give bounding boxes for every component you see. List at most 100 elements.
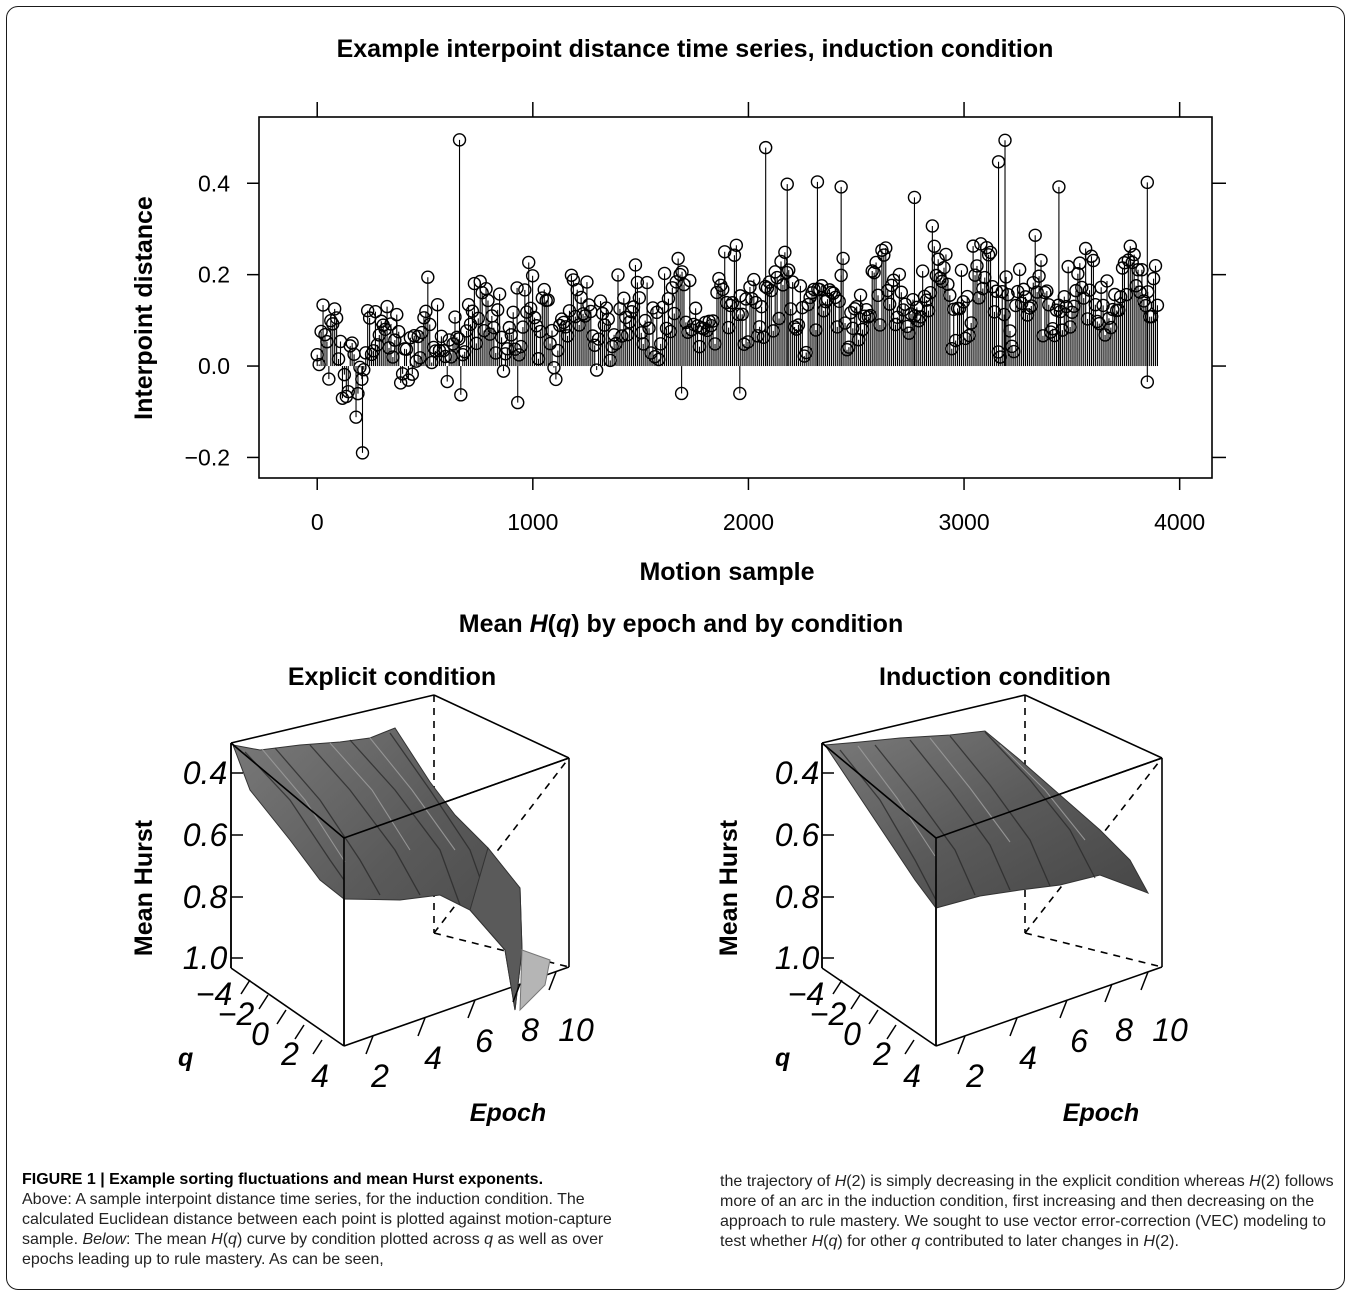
y-tick-label: 0.0 [198,353,230,379]
data-point [438,349,452,364]
data-point [638,313,652,328]
data-point [343,339,357,353]
q-tick [832,979,843,995]
epoch-tick-label: 4 [1019,1040,1037,1076]
data-point [683,273,697,288]
epoch-axis-label: Epoch [1063,1099,1139,1127]
data-point [939,247,953,262]
data-point [810,175,825,189]
data-point [1032,269,1046,283]
y-axis-label: Interpoint distance [130,196,158,420]
surface-ridge [874,744,976,896]
data-point [853,288,868,302]
q-tick [276,1009,287,1025]
data-point [657,266,672,281]
q-tick [850,994,861,1010]
epoch-tick-label: 8 [521,1012,539,1048]
q-tick-label: 0 [843,1016,861,1052]
box-edge [433,694,570,759]
data-point [718,245,732,259]
data-point [510,281,524,295]
y-tick-label: 0.4 [198,170,230,196]
q-axis-label: q [178,1044,193,1072]
data-point [846,321,860,336]
data-point [785,275,800,289]
x-axis-label: Motion sample [639,558,814,586]
data-point [419,304,433,319]
data-point [981,248,996,262]
data-point [937,260,951,275]
data-point [543,336,557,351]
surface-ridge [244,751,345,881]
box-edge-front [821,742,937,839]
surface-ridge [349,739,461,906]
epoch-tick-label: 10 [558,1012,594,1048]
surface-ridge [999,744,1086,841]
data-point [359,346,373,360]
data-point [733,386,747,401]
surface-ridge [857,745,936,857]
data-point [879,241,893,255]
data-point [553,318,567,333]
q-tick [258,994,269,1010]
epoch-tick-label: 6 [475,1023,493,1059]
q-tick-label: −2 [218,996,255,1032]
q-tick-label: 4 [903,1058,921,1094]
data-point [1040,284,1054,298]
data-point [807,282,821,297]
data-point [758,140,773,155]
data-point [970,259,984,273]
data-point [471,311,485,326]
data-point [1034,253,1048,267]
z-tick-label: 0.6 [183,817,228,853]
data-point [399,342,414,356]
data-point [628,258,643,272]
data-point [392,325,406,339]
epoch-tick-label: 2 [370,1058,389,1094]
q-tick [904,1039,915,1055]
data-point [894,285,909,299]
data-point [360,303,375,318]
data-point [1028,228,1042,242]
data-point [314,324,328,339]
box-edge-front [935,757,1163,839]
epoch-tick [512,983,521,1003]
x-tick-label: 2000 [723,509,774,535]
x-tick-label: 4000 [1154,509,1205,535]
data-series [310,133,1165,460]
data-point [492,287,507,301]
surface-ridge [329,742,411,851]
box-edge [1024,694,1163,759]
data-point [780,177,794,191]
data-point [481,293,495,308]
q-tick-label: −2 [810,996,847,1032]
x-tick-label: 0 [311,509,324,535]
epoch-tick [467,999,476,1019]
data-point [815,279,829,293]
data-point [522,255,536,270]
data-point [979,240,994,255]
z-axis-label: Mean Hurst [130,819,158,956]
data-point [440,374,454,389]
epoch-tick [1059,999,1068,1019]
data-point [907,190,922,205]
box-edge-hidden [433,757,570,934]
epoch-tick [548,971,557,991]
data-point [998,133,1012,148]
data-point [430,298,445,312]
q-tick [312,1039,323,1055]
data-point [954,263,969,277]
data-point [877,248,891,262]
q-tick [240,979,251,995]
data-point [727,248,742,262]
data-point [745,292,759,306]
box-edge [935,966,1163,1047]
induction-condition-title: Induction condition [879,663,1111,691]
data-point [452,133,467,147]
data-point [760,281,775,295]
z-tick-label: 0.4 [775,755,819,791]
caption-right: the trajectory of H(2) is simply decreas… [720,1173,1334,1250]
data-point [867,265,881,280]
surface-ridge [909,739,1011,891]
